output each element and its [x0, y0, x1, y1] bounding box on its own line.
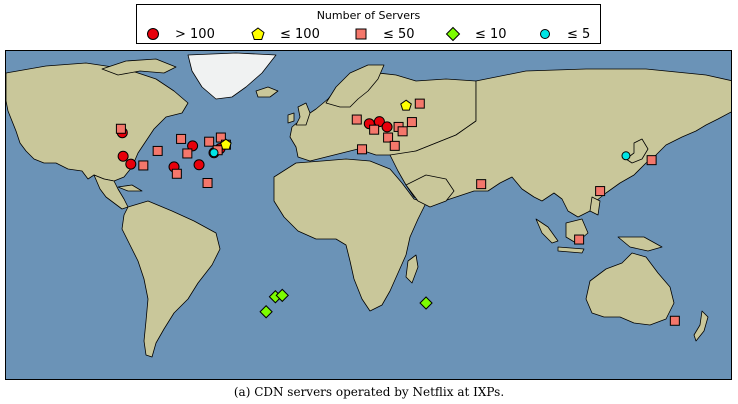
- new-zealand: [693, 310, 709, 342]
- ireland: [287, 112, 295, 124]
- server-marker-le50: [138, 160, 149, 171]
- server-marker-le50: [351, 114, 362, 125]
- world-map: [5, 50, 732, 380]
- new-guinea: [617, 236, 663, 252]
- server-marker-le50: [357, 144, 368, 155]
- server-marker-le50: [215, 132, 226, 143]
- legend-item-gt100: > 100: [145, 26, 215, 42]
- greenland: [187, 52, 277, 100]
- server-marker-le10: [259, 305, 273, 319]
- server-marker-le50: [152, 145, 163, 156]
- server-marker-le5: [209, 148, 219, 158]
- server-marker-le50: [406, 117, 417, 128]
- yellow-pentagon-icon: [251, 27, 265, 40]
- server-marker-gt100: [193, 159, 205, 171]
- green-diamond-icon: [445, 26, 461, 42]
- server-marker-le50: [176, 133, 187, 144]
- africa: [273, 158, 427, 312]
- server-markers: [115, 98, 680, 326]
- legend-item-le50: ≤ 50: [353, 26, 415, 42]
- legend-title: Number of Servers: [316, 9, 421, 22]
- red-circle-icon: [147, 28, 159, 40]
- server-marker-le50: [669, 315, 680, 326]
- server-marker-le100: [220, 138, 232, 150]
- scandinavia: [325, 64, 385, 108]
- server-marker-gt100: [117, 150, 129, 162]
- arabian-peninsula: [405, 174, 455, 208]
- server-marker-le50: [369, 124, 380, 135]
- server-marker-le50: [574, 234, 585, 245]
- legend-label: ≤ 50: [383, 26, 415, 42]
- server-marker-le50: [182, 148, 193, 159]
- server-marker-le10: [275, 288, 289, 303]
- server-marker-le50: [202, 178, 213, 188]
- java: [557, 246, 585, 254]
- legend-item-le10: ≤ 10: [445, 26, 507, 42]
- server-marker-le50: [414, 98, 425, 109]
- figure-caption: (a) CDN servers operated by Netflix at I…: [233, 385, 505, 399]
- server-marker-le50: [115, 123, 126, 134]
- legend: Number of Servers > 100 ≤ 100 ≤ 50 ≤ 10 …: [136, 4, 601, 44]
- server-marker-le50: [204, 136, 215, 147]
- legend-label: ≤ 10: [475, 26, 507, 42]
- server-marker-le100: [400, 99, 412, 111]
- server-marker-le50: [389, 140, 400, 151]
- salmon-square-icon: [355, 28, 367, 40]
- server-marker-le50: [383, 132, 394, 143]
- sumatra: [535, 218, 559, 244]
- server-marker-le50: [476, 179, 487, 190]
- cuba: [117, 184, 143, 192]
- legend-item-le100: ≤ 100: [250, 26, 320, 42]
- legend-label: ≤ 100: [280, 26, 320, 42]
- server-marker-gt100: [187, 140, 199, 152]
- south-america: [121, 200, 221, 358]
- iceland: [255, 86, 279, 98]
- legend-label: > 100: [175, 26, 215, 42]
- australia: [585, 252, 675, 326]
- land-masses: [6, 52, 731, 358]
- world-map-canvas: [6, 51, 731, 379]
- server-marker-le10: [419, 296, 433, 310]
- server-marker-le50: [171, 168, 182, 179]
- server-marker-le50: [397, 126, 408, 137]
- server-marker-gt100: [125, 158, 137, 170]
- philippines: [589, 196, 601, 216]
- cyan-circle-icon: [540, 29, 550, 39]
- canada-arctic-islands: [101, 58, 177, 76]
- server-marker-le5: [621, 151, 631, 161]
- legend-item-le5: ≤ 5: [537, 26, 590, 42]
- legend-label: ≤ 5: [567, 26, 591, 42]
- server-marker-le50: [646, 155, 657, 166]
- japan: [625, 138, 649, 164]
- great-britain: [295, 102, 311, 126]
- madagascar: [405, 254, 419, 284]
- server-marker-gt100: [373, 116, 385, 128]
- server-marker-le50: [595, 186, 606, 197]
- asia: [389, 68, 731, 218]
- server-marker-gt100: [381, 121, 393, 133]
